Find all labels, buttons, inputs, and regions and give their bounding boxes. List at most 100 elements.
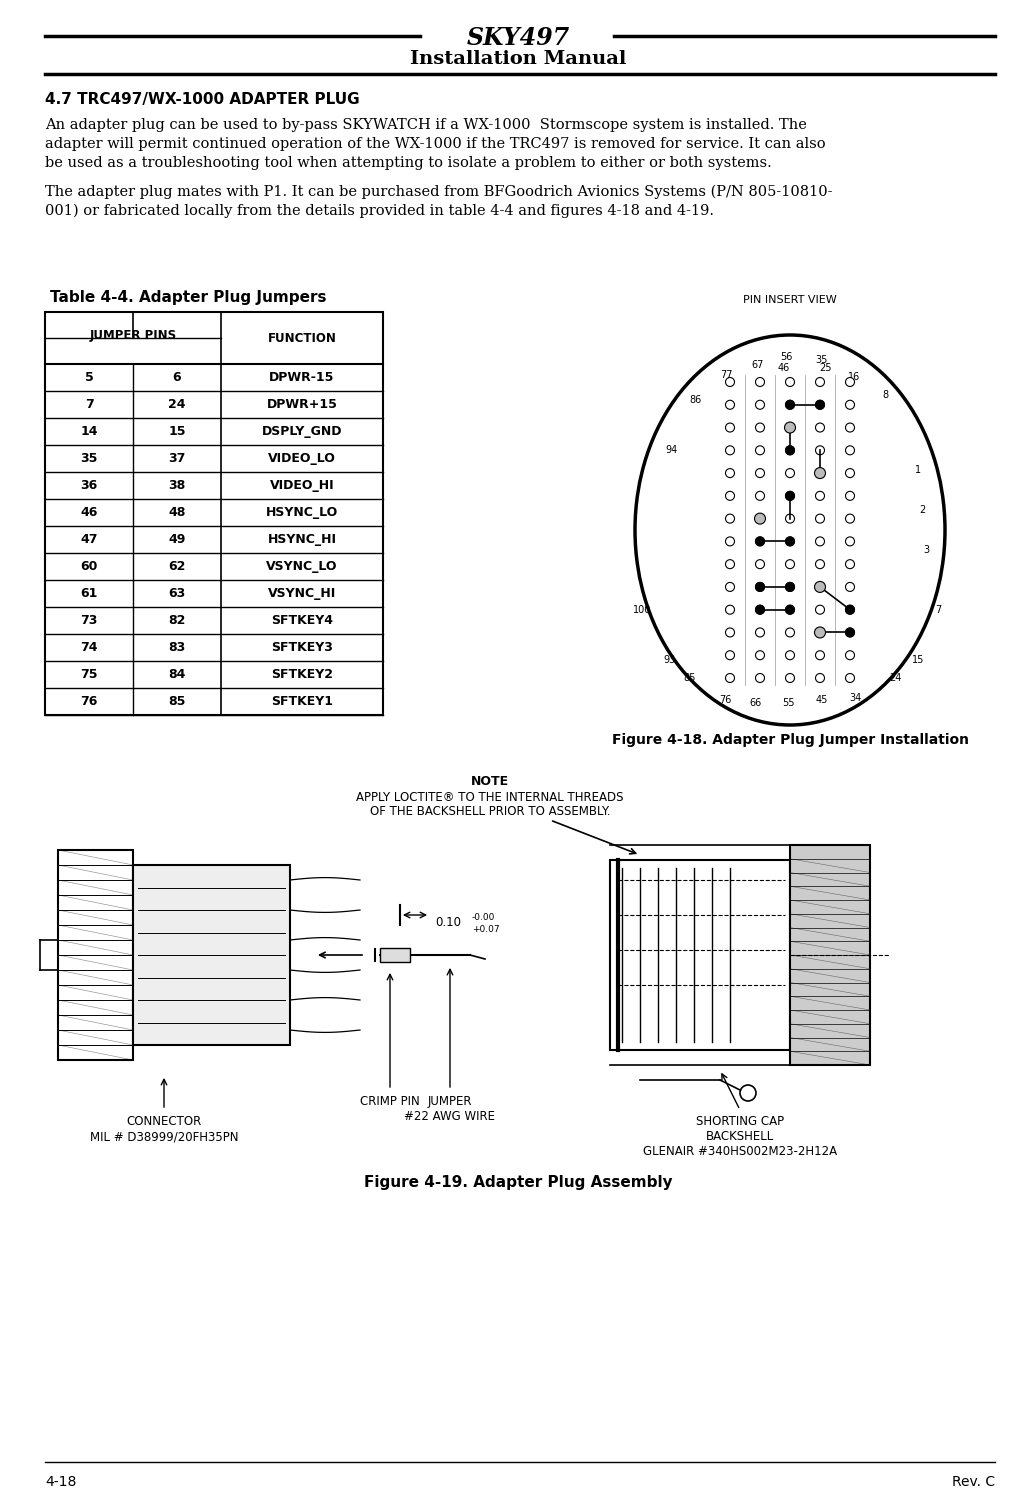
Text: VIDEO_LO: VIDEO_LO bbox=[268, 451, 336, 465]
Text: SFTKEY3: SFTKEY3 bbox=[271, 641, 333, 654]
Circle shape bbox=[785, 492, 795, 501]
Circle shape bbox=[845, 560, 855, 569]
Text: -0.00: -0.00 bbox=[472, 912, 495, 921]
Text: CONNECTOR
MIL # D38999/20FH35PN: CONNECTOR MIL # D38999/20FH35PN bbox=[90, 1115, 238, 1143]
Text: SHORTING CAP
BACKSHELL
GLENAIR #340HS002M23-2H12A: SHORTING CAP BACKSHELL GLENAIR #340HS002… bbox=[643, 1115, 837, 1158]
Circle shape bbox=[725, 423, 735, 432]
Text: 93: 93 bbox=[664, 656, 677, 665]
Text: 75: 75 bbox=[80, 668, 97, 681]
Text: VSYNC_LO: VSYNC_LO bbox=[266, 560, 338, 574]
Text: 61: 61 bbox=[81, 587, 97, 600]
Circle shape bbox=[814, 581, 826, 593]
Circle shape bbox=[725, 583, 735, 592]
Text: 56: 56 bbox=[780, 352, 793, 362]
Text: 6: 6 bbox=[173, 371, 181, 384]
Circle shape bbox=[785, 536, 795, 545]
Circle shape bbox=[815, 583, 825, 592]
Circle shape bbox=[725, 536, 735, 545]
Circle shape bbox=[755, 605, 765, 614]
Circle shape bbox=[785, 605, 795, 614]
Text: DPWR+15: DPWR+15 bbox=[266, 398, 338, 411]
Text: 73: 73 bbox=[81, 614, 97, 627]
Text: HSYNC_LO: HSYNC_LO bbox=[266, 507, 338, 519]
Circle shape bbox=[815, 423, 825, 432]
Text: DSPLY_GND: DSPLY_GND bbox=[262, 425, 342, 438]
Circle shape bbox=[785, 468, 795, 478]
Text: 76: 76 bbox=[81, 694, 97, 708]
Text: 37: 37 bbox=[168, 451, 185, 465]
Text: 82: 82 bbox=[168, 614, 185, 627]
Circle shape bbox=[815, 446, 825, 454]
Circle shape bbox=[785, 583, 795, 592]
Text: 49: 49 bbox=[168, 533, 185, 545]
Circle shape bbox=[785, 651, 795, 660]
Circle shape bbox=[785, 673, 795, 682]
Circle shape bbox=[725, 492, 735, 501]
Circle shape bbox=[740, 1085, 756, 1101]
Circle shape bbox=[755, 536, 765, 545]
Circle shape bbox=[845, 627, 855, 636]
Text: APPLY LOCTITE® TO THE INTERNAL THREADS: APPLY LOCTITE® TO THE INTERNAL THREADS bbox=[356, 791, 624, 805]
Bar bbox=[133, 866, 290, 1044]
Text: SFTKEY2: SFTKEY2 bbox=[271, 668, 333, 681]
Circle shape bbox=[755, 514, 765, 523]
Circle shape bbox=[845, 651, 855, 660]
Circle shape bbox=[845, 514, 855, 523]
Circle shape bbox=[755, 401, 765, 410]
Text: adapter will permit continued operation of the WX-1000 if the TRC497 is removed : adapter will permit continued operation … bbox=[45, 137, 826, 150]
Circle shape bbox=[785, 401, 795, 410]
Circle shape bbox=[784, 422, 796, 434]
Text: 77: 77 bbox=[720, 370, 732, 380]
Circle shape bbox=[845, 673, 855, 682]
Text: SFTKEY1: SFTKEY1 bbox=[271, 694, 333, 708]
Circle shape bbox=[755, 423, 765, 432]
Text: 14: 14 bbox=[80, 425, 97, 438]
Circle shape bbox=[845, 492, 855, 501]
Text: 34: 34 bbox=[848, 693, 861, 703]
Text: Table 4-4. Adapter Plug Jumpers: Table 4-4. Adapter Plug Jumpers bbox=[50, 291, 326, 305]
Text: 25: 25 bbox=[819, 364, 832, 372]
Circle shape bbox=[845, 605, 855, 614]
Text: 66: 66 bbox=[749, 697, 761, 708]
Circle shape bbox=[845, 627, 855, 636]
Text: 15: 15 bbox=[912, 656, 924, 665]
Text: 8: 8 bbox=[882, 390, 888, 399]
Text: 85: 85 bbox=[168, 694, 185, 708]
Circle shape bbox=[755, 536, 765, 545]
Circle shape bbox=[755, 627, 765, 636]
Text: 94: 94 bbox=[666, 446, 679, 454]
Text: Figure 4-18. Adapter Plug Jumper Installation: Figure 4-18. Adapter Plug Jumper Install… bbox=[611, 733, 969, 746]
Text: 001) or fabricated locally from the details provided in table 4-4 and figures 4-: 001) or fabricated locally from the deta… bbox=[45, 204, 714, 219]
Circle shape bbox=[814, 627, 826, 638]
Text: 47: 47 bbox=[80, 533, 97, 545]
Circle shape bbox=[754, 513, 766, 524]
Text: 67: 67 bbox=[752, 361, 765, 370]
Circle shape bbox=[814, 468, 826, 478]
Bar bbox=[380, 948, 410, 963]
Text: NOTE: NOTE bbox=[471, 775, 509, 788]
Text: DPWR-15: DPWR-15 bbox=[269, 371, 335, 384]
Text: 86: 86 bbox=[689, 395, 701, 405]
Text: The adapter plug mates with P1. It can be purchased from BFGoodrich Avionics Sys: The adapter plug mates with P1. It can b… bbox=[45, 185, 833, 200]
Text: Rev. C: Rev. C bbox=[952, 1475, 995, 1489]
Circle shape bbox=[785, 605, 795, 614]
Text: 38: 38 bbox=[169, 478, 185, 492]
Circle shape bbox=[845, 583, 855, 592]
Bar bbox=[790, 845, 870, 1065]
Text: 4.7 TRC497/WX-1000 ADAPTER PLUG: 4.7 TRC497/WX-1000 ADAPTER PLUG bbox=[45, 92, 359, 107]
Circle shape bbox=[755, 605, 765, 614]
Circle shape bbox=[755, 673, 765, 682]
Text: Figure 4-19. Adapter Plug Assembly: Figure 4-19. Adapter Plug Assembly bbox=[364, 1176, 672, 1191]
Circle shape bbox=[785, 583, 795, 592]
Text: SKY497: SKY497 bbox=[466, 25, 570, 51]
Circle shape bbox=[785, 536, 795, 545]
Circle shape bbox=[755, 583, 765, 592]
Text: OF THE BACKSHELL PRIOR TO ASSEMBLY.: OF THE BACKSHELL PRIOR TO ASSEMBLY. bbox=[370, 805, 610, 818]
Text: 60: 60 bbox=[81, 560, 97, 574]
Text: 35: 35 bbox=[81, 451, 97, 465]
Circle shape bbox=[845, 401, 855, 410]
Text: HSYNC_HI: HSYNC_HI bbox=[267, 533, 337, 545]
Circle shape bbox=[845, 377, 855, 386]
Text: 7: 7 bbox=[934, 605, 941, 615]
Circle shape bbox=[785, 377, 795, 386]
